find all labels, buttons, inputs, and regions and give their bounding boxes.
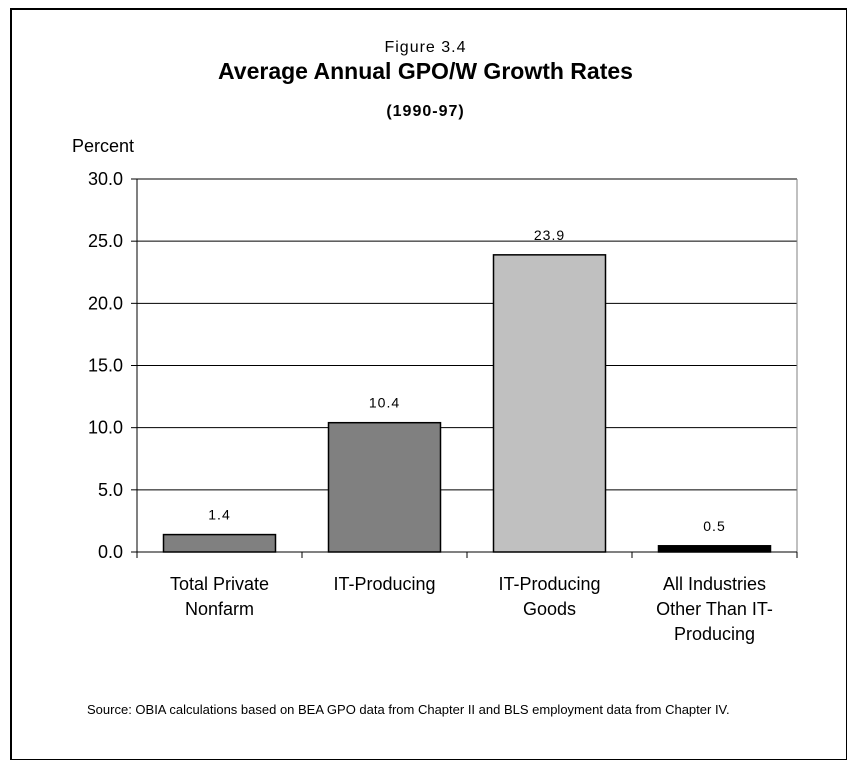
- chart-title: Average Annual GPO/W Growth Rates: [218, 58, 633, 84]
- y-tick-label: 10.0: [88, 418, 123, 438]
- y-axis-label: Percent: [72, 136, 135, 156]
- chart-subtitle: (1990-97): [386, 103, 465, 120]
- y-tick-label: 20.0: [88, 293, 123, 313]
- y-tick-label: 5.0: [98, 480, 123, 500]
- source-note: Source: OBIA calculations based on BEA G…: [87, 702, 730, 717]
- data-label: 0.5: [703, 518, 725, 534]
- y-tick-label: 0.0: [98, 542, 123, 562]
- x-tick-label: IT-Producing Goods: [498, 574, 601, 619]
- y-tick-label: 25.0: [88, 231, 123, 251]
- y-tick-label: 15.0: [88, 356, 123, 376]
- bar: [657, 545, 772, 553]
- y-tick-label: 30.0: [88, 169, 123, 189]
- x-tick-label: IT-Producing: [333, 574, 436, 594]
- bar: [162, 533, 277, 553]
- x-tick-label: Total Private Nonfarm: [169, 574, 270, 619]
- data-label: 10.4: [369, 395, 400, 411]
- bar: [492, 254, 607, 553]
- x-tick-label: All Industries Other Than IT- Producing: [656, 574, 773, 644]
- figure-label: Figure 3.4: [384, 39, 467, 56]
- data-label: 1.4: [208, 507, 230, 523]
- figure-frame: [10, 8, 847, 760]
- bar: [327, 421, 442, 553]
- data-label: 23.9: [534, 227, 565, 243]
